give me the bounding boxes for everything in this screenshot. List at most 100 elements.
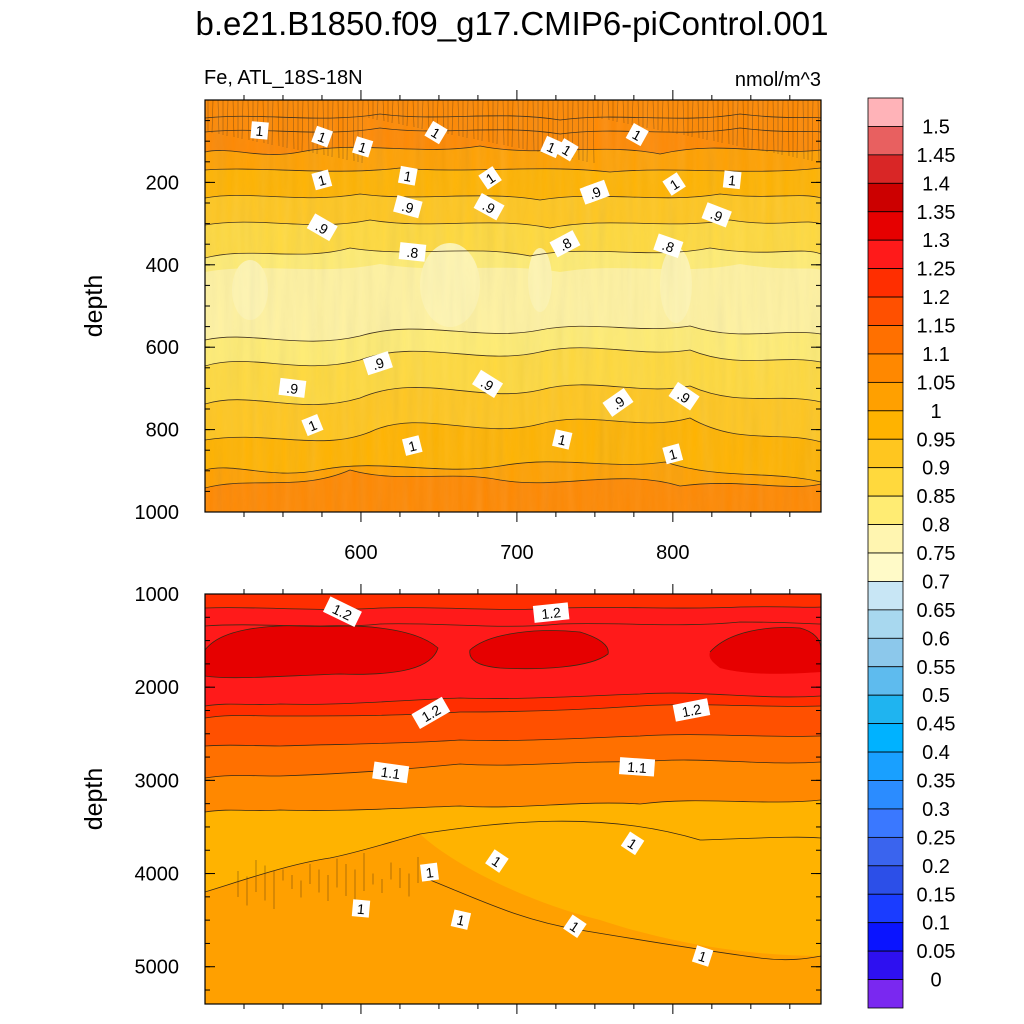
contour-label: 1 — [311, 125, 334, 148]
contour-line — [469, 630, 609, 670]
y-tick-label: 3000 — [135, 770, 180, 792]
colorbar-swatch — [867, 239, 904, 270]
colorbar-label: 0.4 — [922, 742, 950, 764]
contour-label: .9 — [473, 192, 505, 221]
colorbar-swatch — [867, 922, 904, 952]
contour-label: 1 — [450, 909, 472, 930]
contour-label-text: 1 — [356, 901, 365, 918]
colorbar-swatch — [867, 808, 904, 838]
colorbar-swatch — [867, 182, 904, 213]
contour-label-box — [478, 166, 502, 190]
colorbar-label: 1.35 — [917, 202, 956, 224]
colorbar-swatch — [867, 694, 904, 725]
colorbar-swatch — [867, 97, 904, 127]
x-tick-label: 700 — [500, 542, 533, 564]
colorbar-label: 0 — [930, 970, 941, 992]
colorbar-swatch — [867, 410, 904, 440]
colorbar-label: 0.15 — [917, 884, 956, 906]
upper-noise-overlay — [205, 100, 821, 512]
contour-label-box — [549, 230, 581, 258]
upper-ylabel: depth — [80, 275, 108, 338]
contour-label: 1 — [424, 120, 448, 145]
colorbar-label: 0.2 — [922, 856, 950, 878]
contour-label-box — [701, 202, 732, 228]
upper-axes: 200 400 600 800 1000 600 700 800 — [135, 90, 821, 564]
contour-label: 1 — [722, 170, 742, 190]
contour-line — [205, 799, 821, 813]
contour-label-box — [352, 136, 374, 158]
contour-label-box — [306, 213, 338, 242]
contour-label: 1.2 — [322, 596, 362, 628]
colorbar-swatch — [867, 438, 904, 469]
colorbar-swatch — [867, 979, 904, 1009]
contour-label: 1 — [478, 166, 502, 190]
contour-label-text: 1.2 — [330, 601, 355, 624]
colorbar-swatch — [867, 723, 904, 753]
colorbar-swatch — [867, 637, 904, 668]
contour-label: 1 — [352, 136, 374, 158]
y-tick-label: 600 — [146, 337, 179, 359]
colorbar-label: 0.3 — [922, 799, 950, 821]
contour-label-box — [625, 123, 649, 147]
variable-label: Fe, ATL_18S-18N — [204, 67, 363, 89]
colorbar-label: 1.05 — [917, 372, 956, 394]
contour-label-box — [691, 945, 714, 967]
colorbar-label: 0.05 — [917, 941, 956, 963]
colorbar-swatch — [867, 552, 904, 582]
colorbar-swatch — [867, 353, 904, 383]
colorbar-swatch — [867, 126, 904, 156]
colorbar-label: 0.45 — [917, 714, 956, 736]
contour-label-box — [311, 125, 334, 148]
contour-label-box — [398, 242, 427, 262]
colorbar-label: 0.65 — [917, 600, 956, 622]
contour-label-box — [602, 387, 634, 417]
contour-label-box — [393, 195, 423, 219]
colorbar-label: 0.85 — [917, 486, 956, 508]
contour-label-box — [311, 169, 333, 191]
contour-label: .9 — [579, 179, 610, 205]
colorbar-label: 1.1 — [922, 344, 950, 366]
contour-line — [429, 879, 821, 961]
contour-label-text: .9 — [370, 354, 386, 373]
contour-label-box — [552, 429, 573, 450]
contour-label-box — [618, 757, 656, 777]
contour-line — [205, 820, 821, 893]
colorbar-label: 0.55 — [917, 657, 956, 679]
contour-line — [205, 759, 821, 779]
contour-label: 1.1 — [618, 757, 656, 777]
lower-frame — [204, 593, 822, 1005]
contour-label-text: .8 — [660, 237, 676, 256]
contour-label-text: .9 — [708, 206, 725, 225]
contour-label-text: 1.2 — [680, 701, 702, 720]
y-tick-label: 2000 — [135, 677, 180, 699]
contour-label: 1 — [397, 165, 418, 186]
contour-label-text: 1 — [455, 911, 466, 928]
contour-label-box — [278, 377, 307, 398]
contour-label: 1 — [485, 849, 509, 873]
contour-label-box — [411, 696, 451, 729]
colorbar-swatch — [867, 780, 904, 810]
y-tick-label: 400 — [146, 255, 179, 277]
contour-label-text: 1 — [316, 172, 328, 190]
contour-label-box — [424, 120, 448, 145]
colorbar-swatch — [867, 836, 904, 867]
contour-label-box — [301, 413, 324, 437]
contour-label-text: .8 — [406, 244, 419, 261]
lower-max-cell — [469, 630, 609, 669]
contour-label: 1 — [625, 123, 649, 147]
contour-label: 1.1 — [372, 761, 410, 784]
contour-label: .9 — [472, 369, 504, 398]
contour-label-box — [401, 435, 423, 456]
contour-label-text: 1.1 — [380, 764, 402, 783]
contour-label: .9 — [668, 381, 700, 411]
colorbar-swatch — [867, 581, 904, 611]
contour-label: .8 — [653, 233, 684, 259]
colorbar-label: 1.25 — [917, 259, 956, 281]
contour-label-text: .9 — [587, 183, 604, 202]
contour-label: 1 — [351, 899, 371, 918]
lower-deep-band — [205, 834, 821, 1004]
contour-label-box — [485, 849, 509, 873]
contour-label-text: .9 — [400, 198, 416, 217]
contour-label: 1 — [662, 443, 684, 465]
colorbar-swatch — [867, 524, 904, 554]
